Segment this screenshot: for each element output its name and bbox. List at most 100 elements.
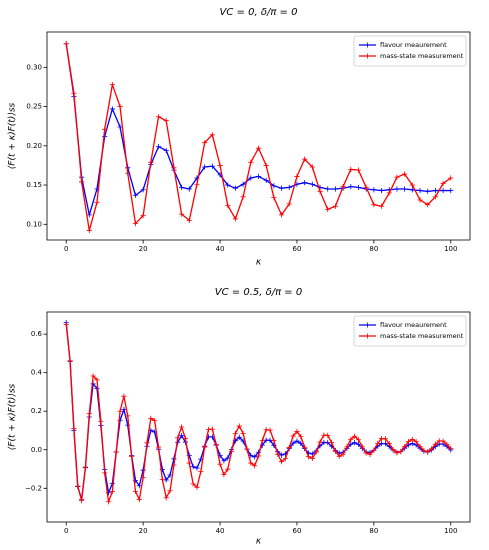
data-point (317, 439, 323, 445)
data-point (263, 162, 269, 169)
data-point (109, 81, 115, 88)
data-point (63, 41, 69, 47)
legend-label: flavour meaurement (380, 41, 447, 49)
y-tick-label: 0.30 (26, 63, 42, 71)
data-point (86, 227, 92, 234)
chart-title: VC = 0.5, δ/π = 0 (215, 287, 302, 298)
subplot: VC = 0, δ/π = 0 κ ⟨F(t + κ)F(t)⟩ss 0 20 40 60 8… (8, 7, 471, 268)
series-line (65, 43, 451, 216)
data-point (348, 441, 354, 447)
data-point (336, 453, 342, 459)
data-point (171, 462, 177, 468)
data-point (325, 432, 331, 438)
data-point (294, 438, 300, 444)
data-point (394, 174, 400, 180)
data-point (198, 468, 204, 475)
data-point (425, 449, 431, 455)
data-point (394, 450, 400, 456)
data-point (325, 206, 331, 212)
data-point (375, 440, 381, 446)
data-point (390, 446, 396, 453)
data-point (202, 444, 208, 450)
data-point (302, 444, 308, 450)
data-point (209, 132, 215, 138)
x-tick-label: 0 (64, 245, 68, 253)
data-point (186, 186, 192, 192)
data-point (440, 180, 446, 187)
data-point (328, 439, 335, 446)
x-tick-label: 40 (216, 527, 225, 535)
data-point (344, 444, 350, 450)
data-point (448, 187, 454, 194)
data-point (202, 164, 208, 170)
data-point (109, 106, 115, 112)
data-point (286, 184, 292, 191)
data-point (332, 186, 339, 192)
data-point (382, 436, 388, 442)
data-point (178, 211, 185, 217)
data-point (259, 437, 265, 444)
data-point (417, 443, 423, 450)
legend-box (353, 315, 467, 347)
data-point (302, 156, 308, 162)
data-point (248, 175, 254, 181)
data-point (105, 499, 112, 505)
data-point (359, 444, 365, 450)
data-point (221, 472, 227, 478)
data-point (171, 165, 177, 171)
data-point (186, 217, 192, 223)
data-point (371, 202, 377, 208)
data-point (255, 173, 262, 180)
data-point (163, 495, 169, 501)
data-point (278, 185, 285, 191)
x-tick-label: 100 (444, 245, 457, 253)
legend-label: mass-state measurement (380, 332, 464, 340)
data-point (194, 465, 200, 471)
chart-title: VC = 0, δ/π = 0 (220, 7, 298, 18)
data-point (125, 413, 131, 419)
data-point (355, 167, 362, 173)
data-point (209, 163, 215, 169)
data-point (448, 175, 454, 181)
x-tick-label: 0 (64, 527, 68, 535)
data-point (398, 448, 404, 455)
data-point (402, 186, 408, 192)
data-point (440, 187, 446, 194)
data-point (109, 488, 115, 495)
data-point (155, 114, 162, 120)
data-point (421, 448, 427, 454)
data-point (125, 422, 131, 428)
data-point (117, 417, 123, 423)
data-point (278, 212, 285, 218)
data-point (67, 358, 73, 364)
data-point (402, 171, 408, 177)
data-point (102, 126, 108, 132)
data-point (363, 184, 369, 191)
axes-frame (46, 311, 471, 523)
y-tick-label: 0.4 (31, 369, 43, 377)
data-point (255, 453, 262, 459)
data-point (409, 436, 415, 442)
data-point (202, 140, 208, 146)
data-point (267, 427, 273, 433)
data-point (340, 184, 346, 190)
x-tick-label: 40 (216, 245, 225, 253)
data-point (140, 475, 146, 481)
y-axis-label: ⟨F(t + κ)F(t)⟩ss (8, 383, 18, 450)
data-point (432, 194, 438, 200)
data-point (75, 483, 81, 489)
data-point (94, 377, 100, 383)
data-point (309, 181, 315, 187)
legend-label: mass-state measurement (380, 52, 464, 60)
data-point (263, 177, 269, 183)
data-point (86, 212, 92, 218)
data-point (228, 448, 235, 455)
data-point (332, 448, 339, 454)
data-point (240, 194, 246, 200)
data-point (221, 458, 227, 464)
data-point (113, 449, 119, 455)
data-point (136, 496, 142, 503)
data-point (182, 435, 189, 441)
data-point (425, 202, 431, 208)
data-point (155, 444, 162, 450)
